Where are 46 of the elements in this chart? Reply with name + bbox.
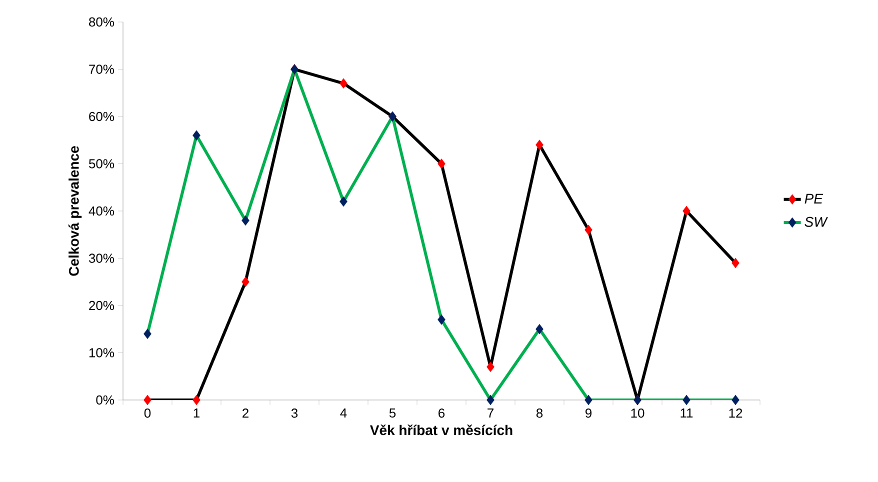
- y-tick-label: 70%: [89, 64, 114, 74]
- point: [486, 394, 494, 406]
- legend-label: PE: [804, 194, 824, 204]
- point: [242, 215, 250, 226]
- point: [584, 224, 592, 236]
- x-tick-label: 7: [488, 408, 494, 418]
- point: [536, 140, 544, 150]
- point: [732, 258, 740, 268]
- point: [192, 130, 200, 141]
- point: [242, 276, 250, 288]
- y-tick-label: 40%: [88, 206, 114, 216]
- point: [144, 328, 152, 339]
- x-tick-label: 5: [389, 408, 396, 418]
- point: [192, 394, 200, 406]
- y-tick-label: 80%: [89, 17, 114, 27]
- point: [584, 394, 592, 406]
- x-tick-label: 0: [144, 408, 151, 418]
- point: [340, 78, 348, 89]
- x-tick-label: 3: [291, 408, 298, 418]
- x-tick-label: 4: [340, 408, 347, 418]
- x-tick-label: 2: [242, 408, 248, 418]
- y-tick-label: 60%: [89, 112, 114, 122]
- x-tick-label: 1: [194, 408, 200, 418]
- point: [682, 206, 690, 216]
- x-tick-label: 10: [631, 408, 644, 418]
- point: [732, 394, 740, 406]
- y-tick-label: 50%: [88, 159, 114, 168]
- y-axis-title: Celková prevalence: [68, 146, 82, 276]
- point: [486, 362, 494, 372]
- point: [144, 394, 152, 406]
- y-tick-label: 20%: [89, 300, 114, 310]
- point: [438, 314, 446, 325]
- y-tick-label: 30%: [88, 254, 114, 263]
- y-tick-label: 10%: [89, 348, 114, 358]
- x-tick-label: 12: [729, 408, 742, 418]
- x-tick-label: 6: [438, 408, 445, 418]
- y-tick-label: 0%: [96, 395, 114, 405]
- x-axis-title: Věk hříbat v měsících: [370, 424, 512, 436]
- legend-label: SW: [804, 216, 828, 227]
- x-tick-label: 11: [680, 408, 693, 418]
- point: [340, 196, 348, 207]
- x-tick-label: 9: [586, 408, 592, 418]
- x-tick-label: 8: [536, 408, 543, 418]
- point: [682, 394, 690, 406]
- point: [438, 158, 446, 169]
- point: [536, 324, 544, 334]
